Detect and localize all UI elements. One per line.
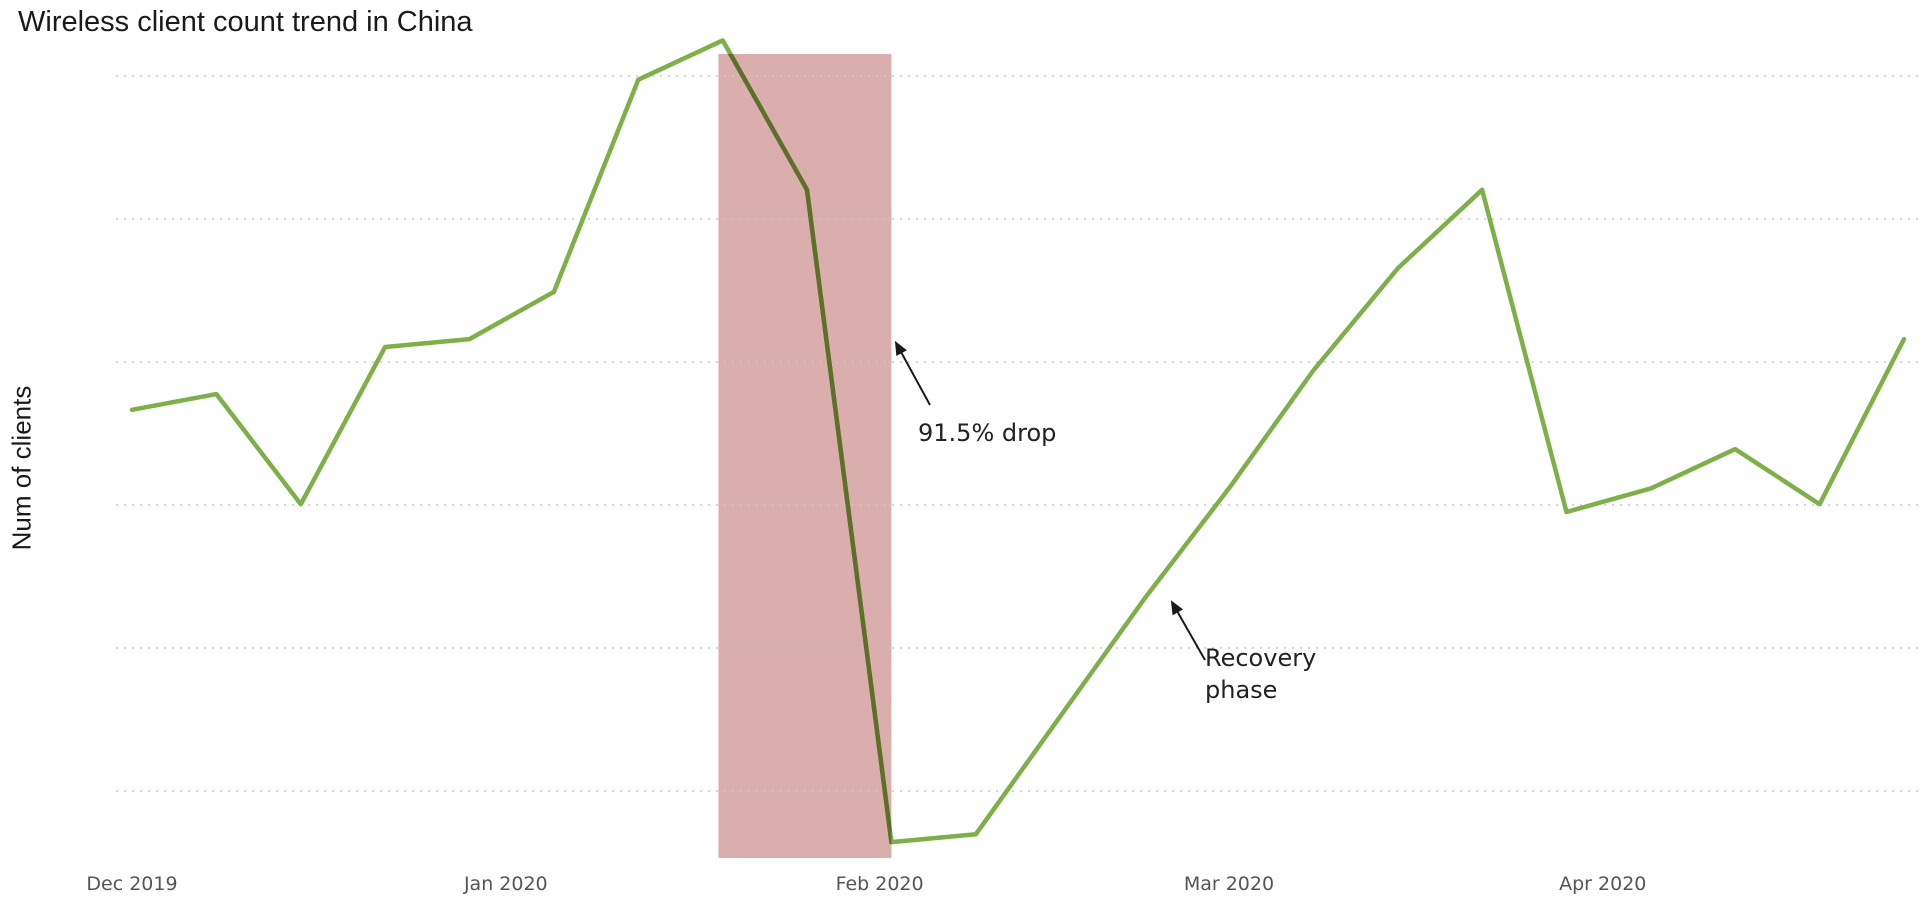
annotation-arrowhead	[894, 340, 907, 357]
annotation-arrow	[1174, 608, 1206, 661]
series-line	[129, 38, 1907, 845]
annotation-layer: 91.5% drop Recovery phase	[894, 340, 1316, 704]
annotation-text: phase	[1205, 676, 1277, 704]
annotation-arrowhead	[1170, 600, 1184, 616]
highlight-layer	[718, 54, 892, 858]
highlight-band	[718, 54, 892, 858]
x-tick-label: Mar 2020	[1184, 873, 1274, 895]
x-tick-label: Feb 2020	[836, 873, 924, 895]
x-tick-label: Apr 2020	[1559, 873, 1646, 895]
annotation-text: Recovery	[1205, 644, 1316, 672]
x-tick-label: Jan 2020	[463, 873, 548, 895]
line-layer	[129, 38, 1907, 845]
annotation-arrow	[898, 349, 931, 406]
annotation-text: 91.5% drop	[918, 419, 1056, 447]
tick-layer: Dec 2019 Jan 2020 Feb 2020 Mar 2020 Apr 2020	[86, 873, 1646, 895]
x-tick-label: Dec 2019	[86, 873, 177, 895]
chart-title: Wireless client count trend in China	[18, 6, 473, 38]
